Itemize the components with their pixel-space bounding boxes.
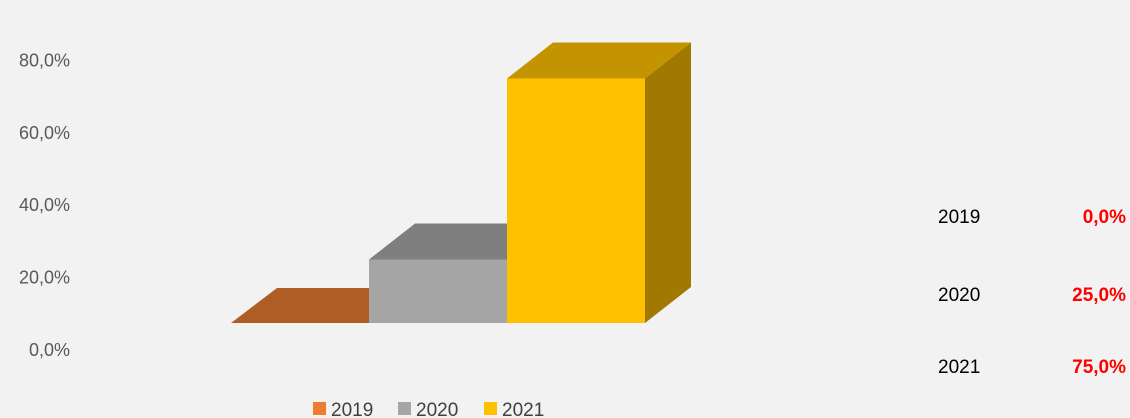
legend-item-2019: 2019 [313,400,373,418]
y-tick-label: 60,0% [19,123,70,143]
y-tick-label: 80,0% [19,50,70,70]
bar-side-face [645,42,691,323]
bar-floor-face [231,288,369,323]
y-tick-label: 0,0% [29,340,70,360]
summary-value: 25,0% [1072,285,1126,306]
legend-item-2020: 2020 [398,400,458,418]
summary-year: 2019 [938,207,981,228]
summary-value: 75,0% [1072,357,1126,378]
bar-front-face [369,259,507,323]
bar-2019 [231,288,369,323]
y-axis-ticks: 0,0% 20,0% 40,0% 60,0% 80,0% [19,50,70,360]
bar-front-face [507,78,645,323]
bar-2021 [507,42,691,323]
legend-swatch [398,402,411,415]
y-tick-label: 40,0% [19,195,70,215]
legend-label: 2019 [331,400,373,418]
bar-top-face [507,42,691,79]
chart-legend: 2019 2020 2021 [313,400,544,418]
legend-swatch [484,402,497,415]
summary-row-2019: 2019 0,0% [938,207,1130,237]
year-summary-table: 2019 0,0% 2020 25,0% 2021 75,0% [938,0,1130,418]
legend-item-2021: 2021 [484,400,544,418]
legend-swatch [313,402,326,415]
summary-year: 2020 [938,285,981,306]
summary-row-2021: 2021 75,0% [938,357,1130,387]
chart-bars [231,42,691,323]
legend-label: 2021 [502,400,544,418]
legend-label: 2020 [416,400,458,418]
y-tick-label: 20,0% [19,268,70,288]
summary-row-2020: 2020 25,0% [938,285,1130,315]
summary-value: 0,0% [1082,207,1126,228]
summary-year: 2021 [938,357,981,378]
bar-chart: 0,0% 20,0% 40,0% 60,0% 80,0% 2019 2020 2021 [19,42,691,418]
